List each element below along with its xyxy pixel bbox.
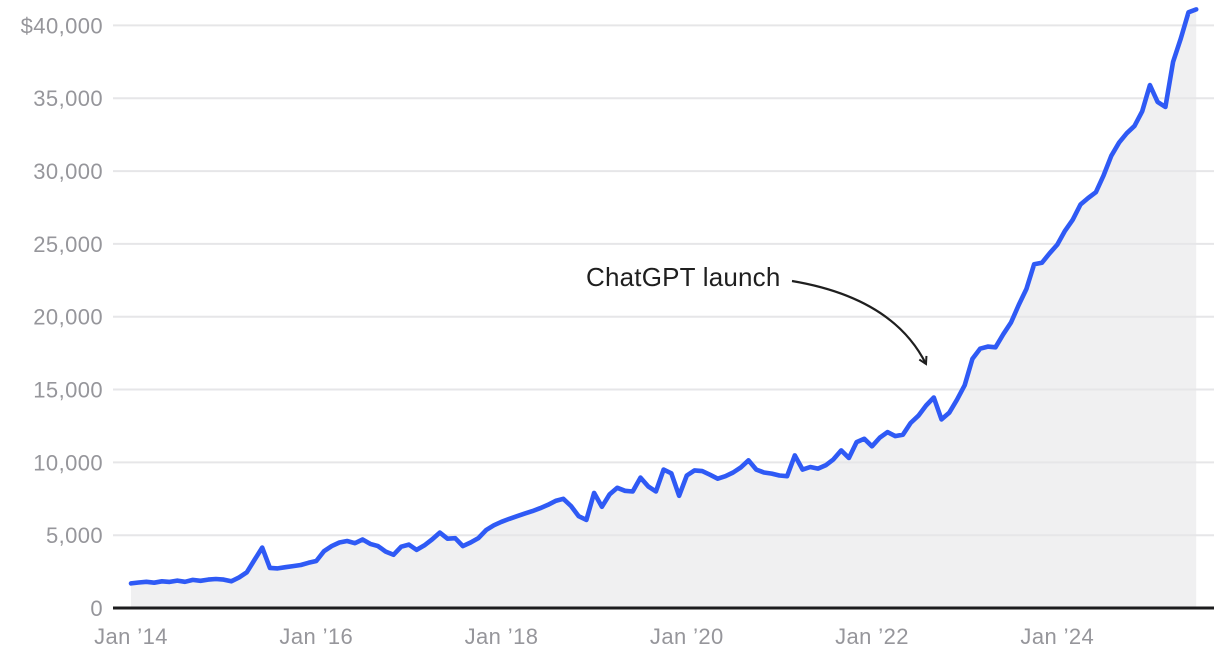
x-tick-label: Jan ’14: [94, 624, 168, 649]
y-axis-labels: 0 5,000 10,000 15,000 20,000 25,000 30,000 35,0…: [21, 13, 103, 621]
chatgpt-launch-annotation: ChatGPT launch: [586, 262, 781, 292]
y-tick-label: 20,000: [33, 305, 103, 330]
y-tick-label: 30,000: [33, 159, 103, 184]
y-tick-label: 10,000: [33, 450, 103, 475]
y-tick-label: 0: [90, 596, 103, 621]
x-tick-label: Jan ’24: [1020, 624, 1094, 649]
annotation-arrow: [791, 279, 928, 366]
y-tick-label: 25,000: [33, 232, 103, 257]
area-fill: [131, 9, 1197, 608]
x-tick-label: Jan ’22: [835, 624, 909, 649]
chart-layers: 0 5,000 10,000 15,000 20,000 25,000 30,000 35,0…: [21, 7, 1214, 649]
x-tick-label: Jan ’20: [650, 624, 724, 649]
x-tick-label: Jan ’18: [465, 624, 539, 649]
y-tick-label: 5,000: [46, 523, 103, 548]
price-line: [128, 7, 1199, 586]
y-tick-label: 35,000: [33, 86, 103, 111]
x-axis-labels: Jan ’14 Jan ’16 Jan ’18 Jan ’20 Jan ’22 Jan ’…: [94, 624, 1094, 649]
y-tick-label: $40,000: [21, 13, 103, 38]
x-tick-label: Jan ’16: [279, 624, 353, 649]
y-tick-label: 15,000: [33, 378, 103, 403]
